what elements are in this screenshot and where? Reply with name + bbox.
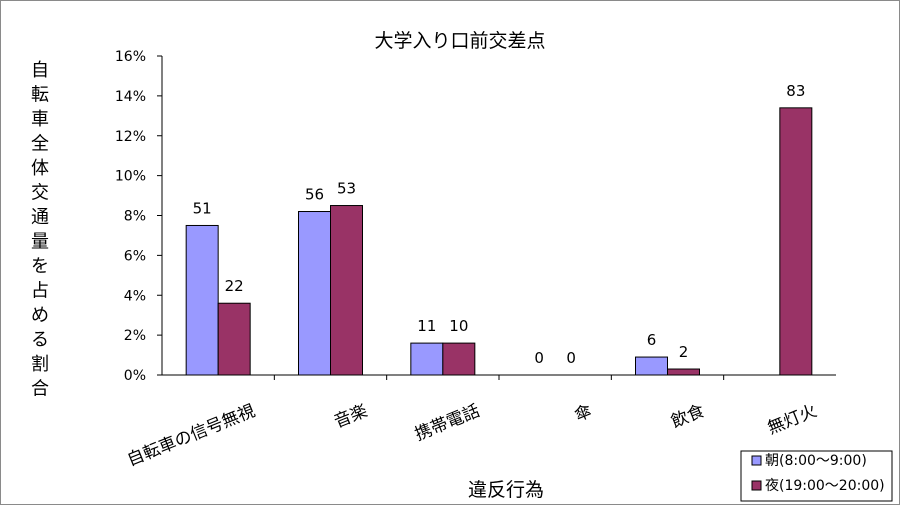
legend-label: 夜(19:00～20:00): [765, 478, 885, 494]
legend-box: [740, 450, 893, 502]
data-label: 2: [679, 343, 689, 361]
y-tick-label: 14%: [115, 89, 146, 105]
data-label: 10: [449, 317, 468, 335]
data-label: 51: [193, 199, 212, 217]
bar: [185, 224, 219, 376]
data-label: 0: [534, 349, 544, 367]
data-label: 83: [786, 82, 805, 100]
y-axis-title-char: 全: [31, 134, 49, 155]
legend: 朝(8:00～9:00) 夜(19:00～20:00): [740, 450, 893, 502]
data-label: 11: [417, 317, 436, 335]
data-label: 0: [566, 349, 576, 367]
bar: [635, 356, 668, 376]
data-label: 6: [647, 331, 657, 349]
bar: [298, 211, 331, 376]
y-axis-title-char: る: [31, 330, 49, 351]
y-tick-label: 8%: [124, 209, 146, 225]
y-axis-title-char: め: [31, 305, 49, 326]
category-label: 飲食: [668, 401, 707, 432]
y-tick-label: 6%: [124, 248, 146, 264]
bar: [217, 302, 251, 376]
y-axis-title-char: 車: [31, 109, 49, 130]
bar: [410, 342, 444, 376]
plot-area: 0% 2% 4% 6% 8% 10% 12% 14% 16% 51 22 自転車の信号無視 56 53 音楽…: [115, 49, 836, 471]
category-label: 自転車の信号無視: [124, 401, 258, 470]
y-axis-title-char: 占: [31, 281, 49, 302]
category-label: 携帯電話: [412, 401, 483, 445]
chart-title: 大学入り口前交差点: [374, 30, 545, 52]
bar: [442, 342, 476, 376]
legend-swatch: [751, 480, 762, 491]
bar: [330, 205, 363, 376]
y-axis-title-char: 割: [31, 354, 49, 375]
bar: [779, 107, 813, 376]
y-axis-title-char: 量: [31, 232, 49, 253]
data-label: 53: [337, 180, 356, 198]
category-label: 傘: [572, 401, 595, 426]
y-axis-title-char: 合: [31, 379, 49, 400]
y-axis-title-char: を: [31, 256, 49, 277]
y-axis-title-char: 転: [31, 85, 49, 106]
data-label: 22: [225, 277, 244, 295]
y-axis-title-char: 交: [31, 183, 49, 204]
category-label: 音楽: [331, 401, 370, 432]
y-axis-title-char: 自: [31, 60, 49, 81]
y-tick-label: 10%: [115, 169, 146, 185]
y-tick-label: 4%: [124, 288, 146, 304]
bar: [667, 368, 700, 376]
y-axis-title-char: 体: [31, 158, 49, 179]
y-tick-label: 0%: [124, 368, 146, 384]
legend-label: 朝(8:00～9:00): [765, 453, 867, 469]
y-axis-title-char: 通: [31, 207, 49, 228]
y-tick-label: 16%: [115, 49, 146, 65]
y-tick-label: 12%: [115, 129, 146, 145]
x-axis-title: 違反行為: [468, 479, 544, 501]
legend-swatch: [751, 455, 762, 466]
data-label: 56: [305, 186, 324, 204]
y-tick-label: 2%: [124, 328, 146, 344]
category-label: 無灯火: [765, 401, 820, 439]
